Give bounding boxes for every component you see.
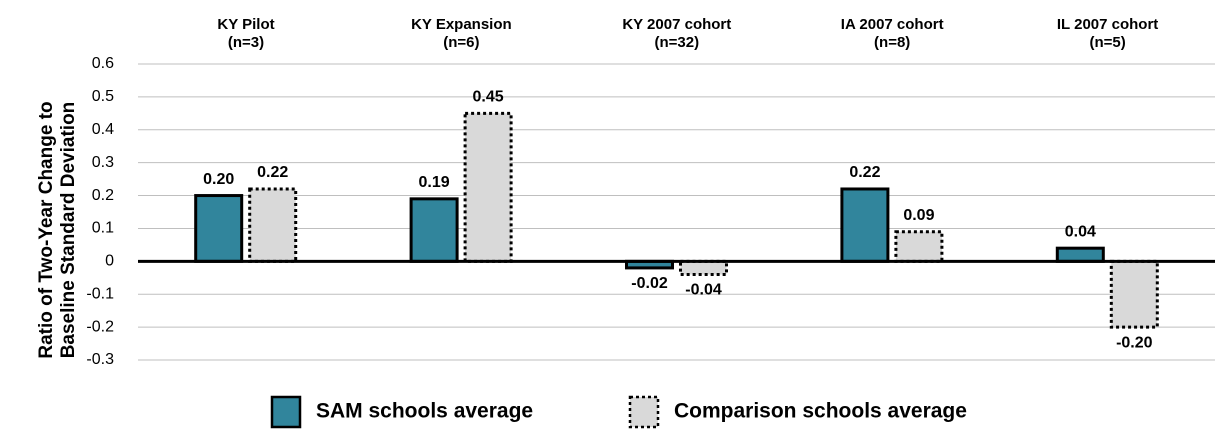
bar <box>463 111 513 263</box>
legend-label: Comparison schools average <box>674 400 967 423</box>
y-tick-label: -0.3 <box>86 351 114 368</box>
y-tick-label: 0.1 <box>92 220 114 237</box>
value-label: -0.04 <box>685 282 722 299</box>
bar <box>840 187 890 263</box>
y-tick-label: 0.6 <box>92 55 114 72</box>
value-label: 0.20 <box>203 171 234 188</box>
value-label: -0.20 <box>1116 334 1153 351</box>
bar <box>409 197 459 263</box>
y-tick-label: 0.5 <box>92 88 114 105</box>
y-tick-label: -0.1 <box>86 285 114 302</box>
category-label: IL 2007 cohort (n=5) <box>1056 16 1159 51</box>
y-axis-label: Ratio of Two-Year Change to Baseline Sta… <box>36 101 79 359</box>
category-label: KY 2007 cohort (n=32) <box>622 16 732 51</box>
bar <box>194 194 244 263</box>
legend-swatch <box>628 395 660 429</box>
y-tick-label: 0.2 <box>92 187 114 204</box>
value-label: 0.19 <box>419 174 450 191</box>
legend-swatch <box>270 395 302 429</box>
value-label: 0.09 <box>903 207 934 224</box>
bar <box>679 259 728 276</box>
category-label: KY Expansion (n=6) <box>411 16 512 51</box>
y-tick-label: 0.4 <box>92 121 114 138</box>
category-label: IA 2007 cohort (n=8) <box>840 16 944 51</box>
bar <box>894 230 944 263</box>
value-label: 0.22 <box>849 164 880 181</box>
y-tick-label: 0 <box>105 253 114 270</box>
y-tick-label: 0.3 <box>92 154 114 171</box>
y-tick-label: -0.2 <box>86 318 114 335</box>
category-label: KY Pilot (n=3) <box>217 16 275 51</box>
value-label: -0.02 <box>631 275 668 292</box>
value-label: 0.04 <box>1065 223 1096 240</box>
value-label: 0.22 <box>257 164 288 181</box>
bar <box>1109 259 1159 329</box>
bar <box>248 187 298 263</box>
bar <box>1055 246 1105 263</box>
value-label: 0.45 <box>473 89 504 106</box>
legend-label: SAM schools average <box>316 400 533 423</box>
